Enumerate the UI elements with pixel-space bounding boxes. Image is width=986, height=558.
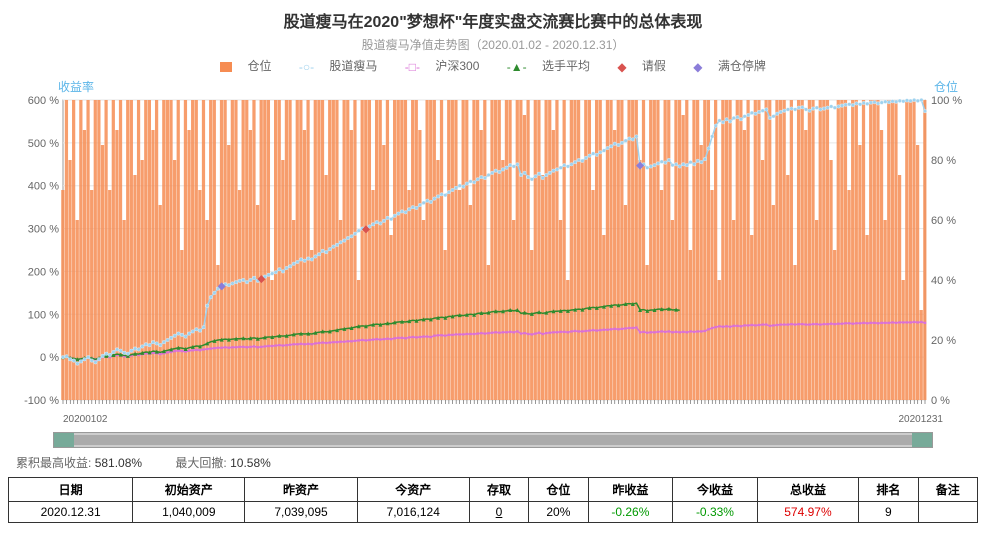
table-cell: -0.26%	[588, 502, 673, 523]
table-cell: -0.33%	[673, 502, 758, 523]
svg-text:0 %: 0 %	[931, 395, 950, 407]
table-cell: 7,016,124	[357, 502, 469, 523]
svg-text:40 %: 40 %	[931, 275, 956, 287]
svg-text:20 %: 20 %	[931, 335, 956, 347]
table-header: 昨收益	[588, 478, 673, 502]
subtitle: 股道瘦马净值走势图（2020.01.02 - 2020.12.31）	[8, 36, 978, 53]
chart-legend: 仓位 -○- 股道瘦马 -□- 沪深300 -▲- 选手平均 ◆ 请假 ◆ 满仓…	[8, 57, 978, 74]
table-header: 备注	[918, 478, 977, 502]
table-header: 今收益	[673, 478, 758, 502]
table-header: 初始资产	[133, 478, 245, 502]
table-header: 排名	[859, 478, 918, 502]
table-header: 存取	[469, 478, 528, 502]
table-cell: 7,039,095	[245, 502, 357, 523]
legend-hs300: -□- 沪深300	[399, 59, 486, 73]
summary-table: 日期初始资产昨资产今资产存取仓位昨收益今收益总收益排名备注 2020.12.31…	[8, 477, 978, 523]
legend-position: 仓位	[214, 59, 277, 73]
page-title: 股道瘦马在2020"梦想杯"年度实盘交流赛比赛中的总体表现	[8, 8, 978, 32]
table-header: 总收益	[757, 478, 858, 502]
legend-suspend: ◆ 满仓停牌	[687, 59, 772, 73]
y-left-title: 收益率	[58, 78, 94, 95]
svg-text:100 %: 100 %	[931, 95, 962, 107]
table-cell: 20%	[529, 502, 588, 523]
table-cell: 9	[859, 502, 918, 523]
svg-text:-100 %: -100 %	[24, 395, 59, 407]
table-header: 今资产	[357, 478, 469, 502]
svg-text:600 %: 600 %	[28, 95, 59, 107]
x-end-label: 20201231	[899, 414, 944, 425]
table-cell: 2020.12.31	[9, 502, 133, 523]
svg-text:400 %: 400 %	[28, 181, 59, 193]
svg-text:200 %: 200 %	[28, 266, 59, 278]
y-right-title: 仓位	[934, 78, 958, 95]
table-header: 日期	[9, 478, 133, 502]
legend-avg: -▲- 选手平均	[501, 59, 596, 73]
svg-text:60 %: 60 %	[931, 215, 956, 227]
main-chart[interactable]: -100 % 0 % 100 % 200 % 300 % 400 % 500 % 600 % 0…	[13, 94, 973, 414]
svg-text:500 %: 500 %	[28, 138, 59, 150]
stats-row: 累积最高收益: 581.08% 最大回撤: 10.58%	[16, 454, 970, 471]
legend-main: -○- 股道瘦马	[293, 59, 384, 73]
table-cell	[918, 502, 977, 523]
table-cell: 1,040,009	[133, 502, 245, 523]
legend-leave: ◆ 请假	[611, 59, 672, 73]
table-cell: 574.97%	[757, 502, 858, 523]
svg-text:100 %: 100 %	[28, 309, 59, 321]
svg-text:80 %: 80 %	[931, 155, 956, 167]
table-cell: 0	[469, 502, 528, 523]
time-scrollbar[interactable]	[53, 432, 933, 448]
svg-text:0 %: 0 %	[40, 352, 59, 364]
svg-text:300 %: 300 %	[28, 224, 59, 236]
table-header: 昨资产	[245, 478, 357, 502]
table-header: 仓位	[529, 478, 588, 502]
x-start-label: 20200102	[63, 414, 108, 425]
